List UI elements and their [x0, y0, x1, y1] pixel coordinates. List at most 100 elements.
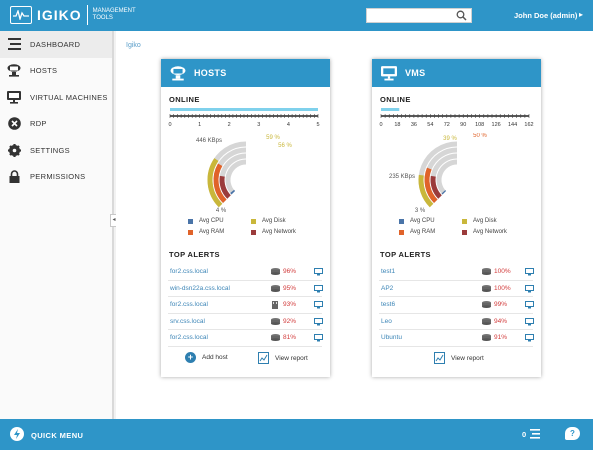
view-report-button[interactable]: View report	[434, 352, 484, 364]
search-input[interactable]	[366, 8, 472, 23]
sidebar-item-hosts[interactable]: HOSTS	[0, 58, 112, 85]
gauge-track	[436, 159, 458, 195]
console-icon[interactable]	[525, 268, 534, 278]
console-icon[interactable]	[314, 284, 323, 295]
alert-host-name[interactable]: for2.css.local	[170, 301, 208, 309]
sidebar-item-rdp[interactable]: RDP	[0, 111, 112, 138]
gauge-arc-ram	[213, 163, 227, 203]
disk-icon	[482, 317, 491, 327]
online-tick-label: 3	[257, 122, 260, 128]
online-bar	[381, 108, 400, 111]
list-icon[interactable]	[530, 429, 540, 439]
lightning-icon[interactable]	[10, 427, 24, 441]
legend-network: Avg Network	[462, 229, 507, 235]
user-menu[interactable]: John Doe (admin)	[514, 11, 578, 20]
alert-row[interactable]: Ubuntu 91%	[379, 330, 534, 347]
card-footer: View report	[372, 352, 541, 368]
top-alerts-list: test1 100% AP2 100% test6 99% Leo 94% Ubuntu 91%	[379, 264, 534, 347]
caret-right-icon[interactable]: ▸	[579, 10, 584, 19]
sidebar-item-dashboard[interactable]: DASHBOARD	[0, 31, 112, 58]
console-icon[interactable]	[314, 268, 323, 278]
disk-icon	[271, 284, 280, 294]
console-icon[interactable]	[314, 301, 323, 311]
usage-gauge-chart: 39 % 50 % 235 KBps 3 %	[389, 133, 488, 214]
alert-host-name[interactable]: win-dsn22a.css.local	[170, 284, 230, 292]
sidebar-item-virtual-machines[interactable]: VIRTUAL MACHINES	[0, 84, 112, 111]
legend-network: Avg Network	[251, 229, 296, 235]
alert-host-name[interactable]: for2.css.local	[170, 268, 208, 276]
add-host-label: Add host	[202, 354, 228, 361]
alert-row[interactable]: Leo 94%	[379, 314, 534, 330]
top-alerts-title: TOP ALERTS	[169, 250, 220, 259]
add-host-button[interactable]: + Add host	[185, 352, 228, 363]
sidebar-item-permissions[interactable]: PERMISSIONS	[0, 164, 112, 191]
report-icon	[258, 352, 269, 364]
console-icon[interactable]	[525, 334, 534, 344]
gauge-arc-net	[430, 175, 442, 199]
alert-percent: 100%	[494, 268, 511, 276]
legend-disk: Avg Disk	[462, 218, 497, 224]
alert-row[interactable]: for2.css.local 96%	[168, 264, 323, 281]
alert-row[interactable]: win-dsn22a.css.local 95%	[168, 281, 323, 297]
disk-icon	[271, 334, 280, 343]
alert-host-name[interactable]: Leo	[381, 317, 392, 325]
alert-row[interactable]: srv.css.local 92%	[168, 314, 323, 330]
alert-host-name[interactable]: srv.css.local	[170, 317, 205, 325]
lock-icon	[7, 170, 21, 184]
sidebar-item-label: PERMISSIONS	[30, 172, 86, 182]
top-alerts-title: TOP ALERTS	[380, 250, 431, 259]
console-icon[interactable]	[525, 317, 534, 328]
quick-menu-button[interactable]: QUICK MENU	[31, 431, 84, 440]
sidebar-item-settings[interactable]: SETTINGS	[0, 137, 112, 164]
alert-host-name[interactable]: test6	[381, 301, 396, 309]
console-icon[interactable]	[525, 301, 534, 311]
main-content: Igiko HOSTS ONLINE 0 1 2 3 4 5 446 KBps 59 % 56…	[116, 31, 593, 419]
help-button[interactable]: ?	[565, 427, 580, 440]
online-tick-label: 0	[168, 122, 171, 128]
gear-icon	[7, 143, 21, 157]
alert-percent: 94%	[494, 317, 508, 325]
console-icon[interactable]	[314, 334, 323, 344]
online-tick-label: 1	[198, 122, 201, 128]
sidebar-item-label: DASHBOARD	[30, 39, 81, 49]
legend-cpu: Avg CPU	[399, 218, 435, 224]
alert-host-name[interactable]: Ubuntu	[381, 334, 402, 342]
view-report-button[interactable]: View report	[258, 352, 308, 364]
legend-ram: Avg RAM	[399, 229, 435, 235]
alert-percent: 100%	[494, 284, 511, 292]
sidebar-item-label: VIRTUAL MACHINES	[30, 92, 108, 102]
console-icon[interactable]	[314, 317, 323, 328]
hosts-card-header[interactable]: HOSTS	[161, 59, 330, 87]
disk-icon	[482, 284, 491, 294]
monitor-icon	[381, 65, 397, 80]
online-tick-label: 90	[460, 122, 466, 128]
online-tick-label: 18	[394, 122, 400, 128]
alert-host-name[interactable]: test1	[381, 268, 396, 276]
sidebar-item-label: SETTINGS	[30, 145, 70, 155]
alert-row[interactable]: for2.css.local 81%	[168, 330, 323, 347]
breadcrumb[interactable]: Igiko	[126, 42, 141, 49]
task-count: 0	[522, 430, 527, 439]
memory-icon	[271, 301, 279, 311]
alert-row[interactable]: for2.css.local 93%	[168, 297, 323, 314]
vms-card-header[interactable]: VMS	[372, 59, 541, 87]
console-icon[interactable]	[525, 284, 534, 295]
online-bar-chart: 0 18 36 54 72 90 108 126 144 162	[379, 108, 534, 128]
view-report-label: View report	[451, 354, 484, 362]
logo-mark-icon	[10, 6, 32, 24]
logo[interactable]: IGIKO MANAGEMENT TOOLS	[10, 5, 136, 25]
search-icon[interactable]	[456, 10, 467, 21]
disk-icon	[482, 334, 491, 343]
card-title: VMS	[405, 68, 426, 78]
alert-row[interactable]: test6 99%	[379, 297, 534, 314]
alert-host-name[interactable]: AP2	[381, 284, 394, 292]
alert-host-name[interactable]: for2.css.local	[170, 334, 208, 342]
gauge-label-ram: 50 %	[473, 133, 487, 139]
online-tick-label: 162	[524, 122, 533, 128]
legend-disk: Avg Disk	[251, 218, 286, 224]
hosts-icon	[7, 64, 21, 78]
gauge-track	[225, 159, 247, 195]
alert-row[interactable]: test1 100%	[379, 264, 534, 281]
alert-row[interactable]: AP2 100%	[379, 281, 534, 297]
